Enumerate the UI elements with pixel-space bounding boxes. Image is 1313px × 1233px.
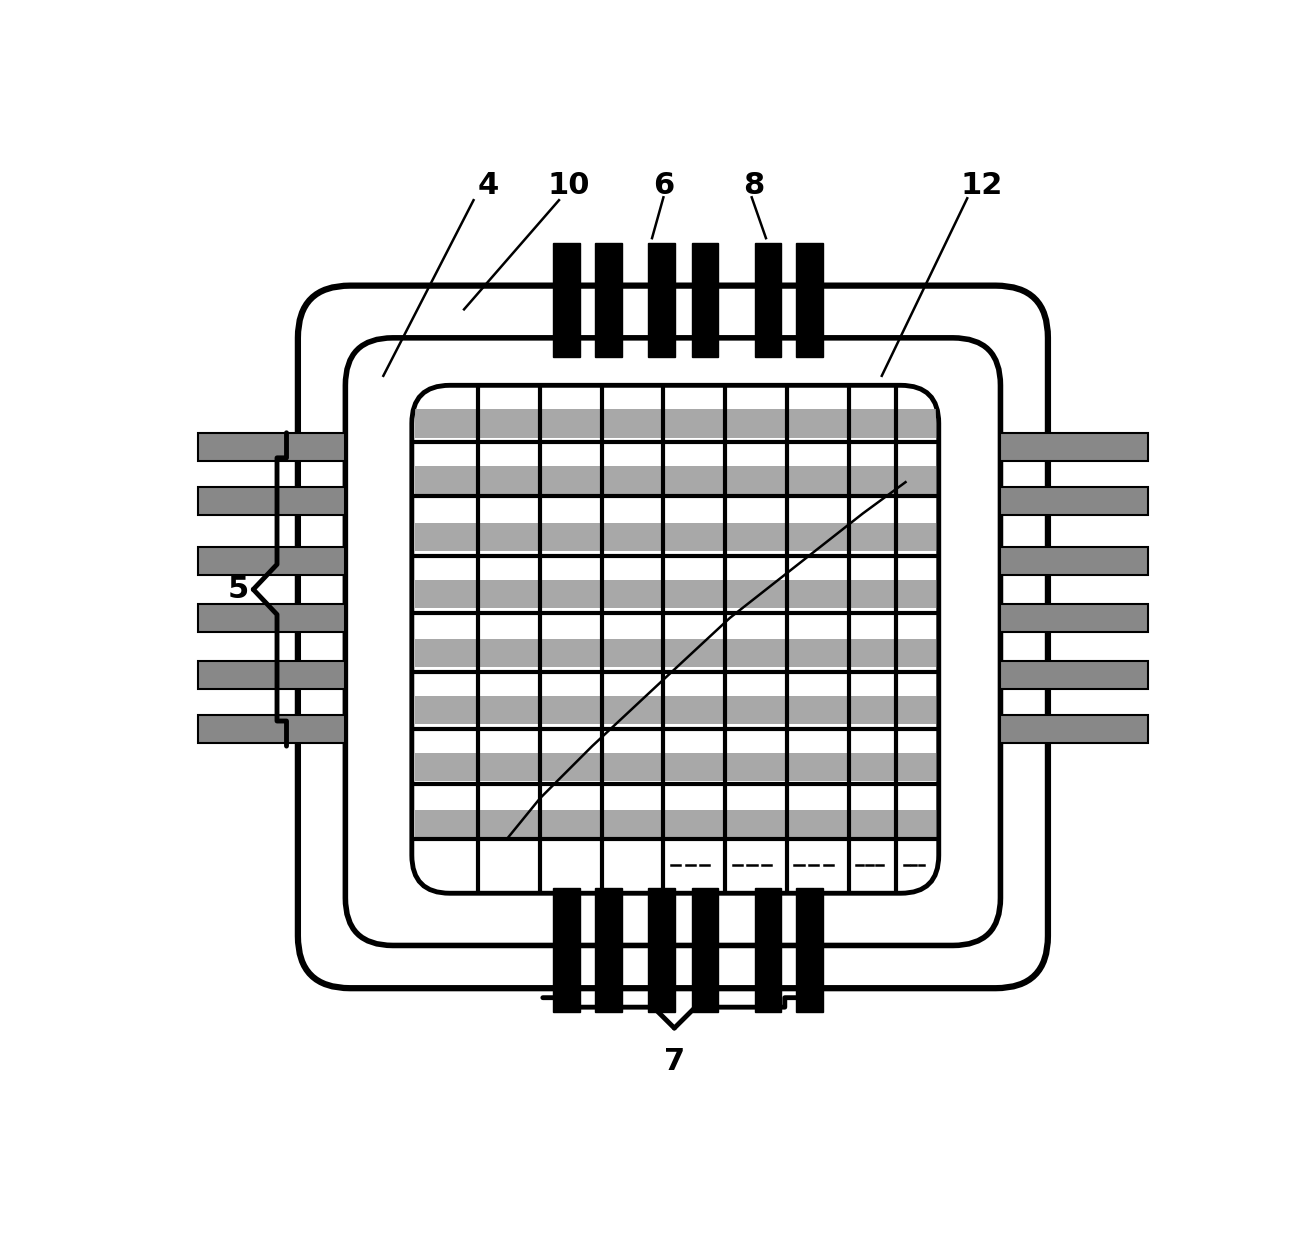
Bar (755, 889, 781, 1012)
Text: 8: 8 (743, 171, 764, 201)
Bar (649, 243, 675, 356)
Bar (649, 889, 675, 1012)
Bar (797, 889, 823, 1012)
Bar (415, 639, 936, 667)
Bar (415, 580, 936, 608)
Bar (198, 433, 345, 461)
Bar (1001, 546, 1148, 575)
Bar (415, 695, 936, 724)
Bar (1001, 604, 1148, 633)
Bar (692, 889, 718, 1012)
Text: 6: 6 (653, 171, 674, 201)
Bar (595, 889, 621, 1012)
Bar (1001, 661, 1148, 689)
Text: 7: 7 (664, 1047, 685, 1075)
Bar (415, 523, 936, 551)
FancyBboxPatch shape (412, 385, 939, 893)
FancyBboxPatch shape (298, 286, 1048, 988)
Bar (797, 243, 823, 356)
Bar (198, 604, 345, 633)
Bar (1001, 433, 1148, 461)
Text: 5: 5 (227, 575, 248, 604)
Bar (415, 810, 936, 838)
Bar (1001, 487, 1148, 515)
Bar (595, 243, 621, 356)
Bar (553, 243, 580, 356)
Bar (198, 487, 345, 515)
Bar (415, 466, 936, 494)
Bar (755, 243, 781, 356)
Text: 12: 12 (960, 171, 1003, 201)
Bar (415, 752, 936, 782)
Bar (198, 661, 345, 689)
Text: 4: 4 (477, 171, 499, 201)
Bar (198, 546, 345, 575)
Bar (415, 409, 936, 438)
Bar (198, 715, 345, 743)
Bar (553, 889, 580, 1012)
Bar (692, 243, 718, 356)
Text: 10: 10 (548, 171, 590, 201)
Bar (1001, 715, 1148, 743)
FancyBboxPatch shape (345, 338, 1001, 946)
